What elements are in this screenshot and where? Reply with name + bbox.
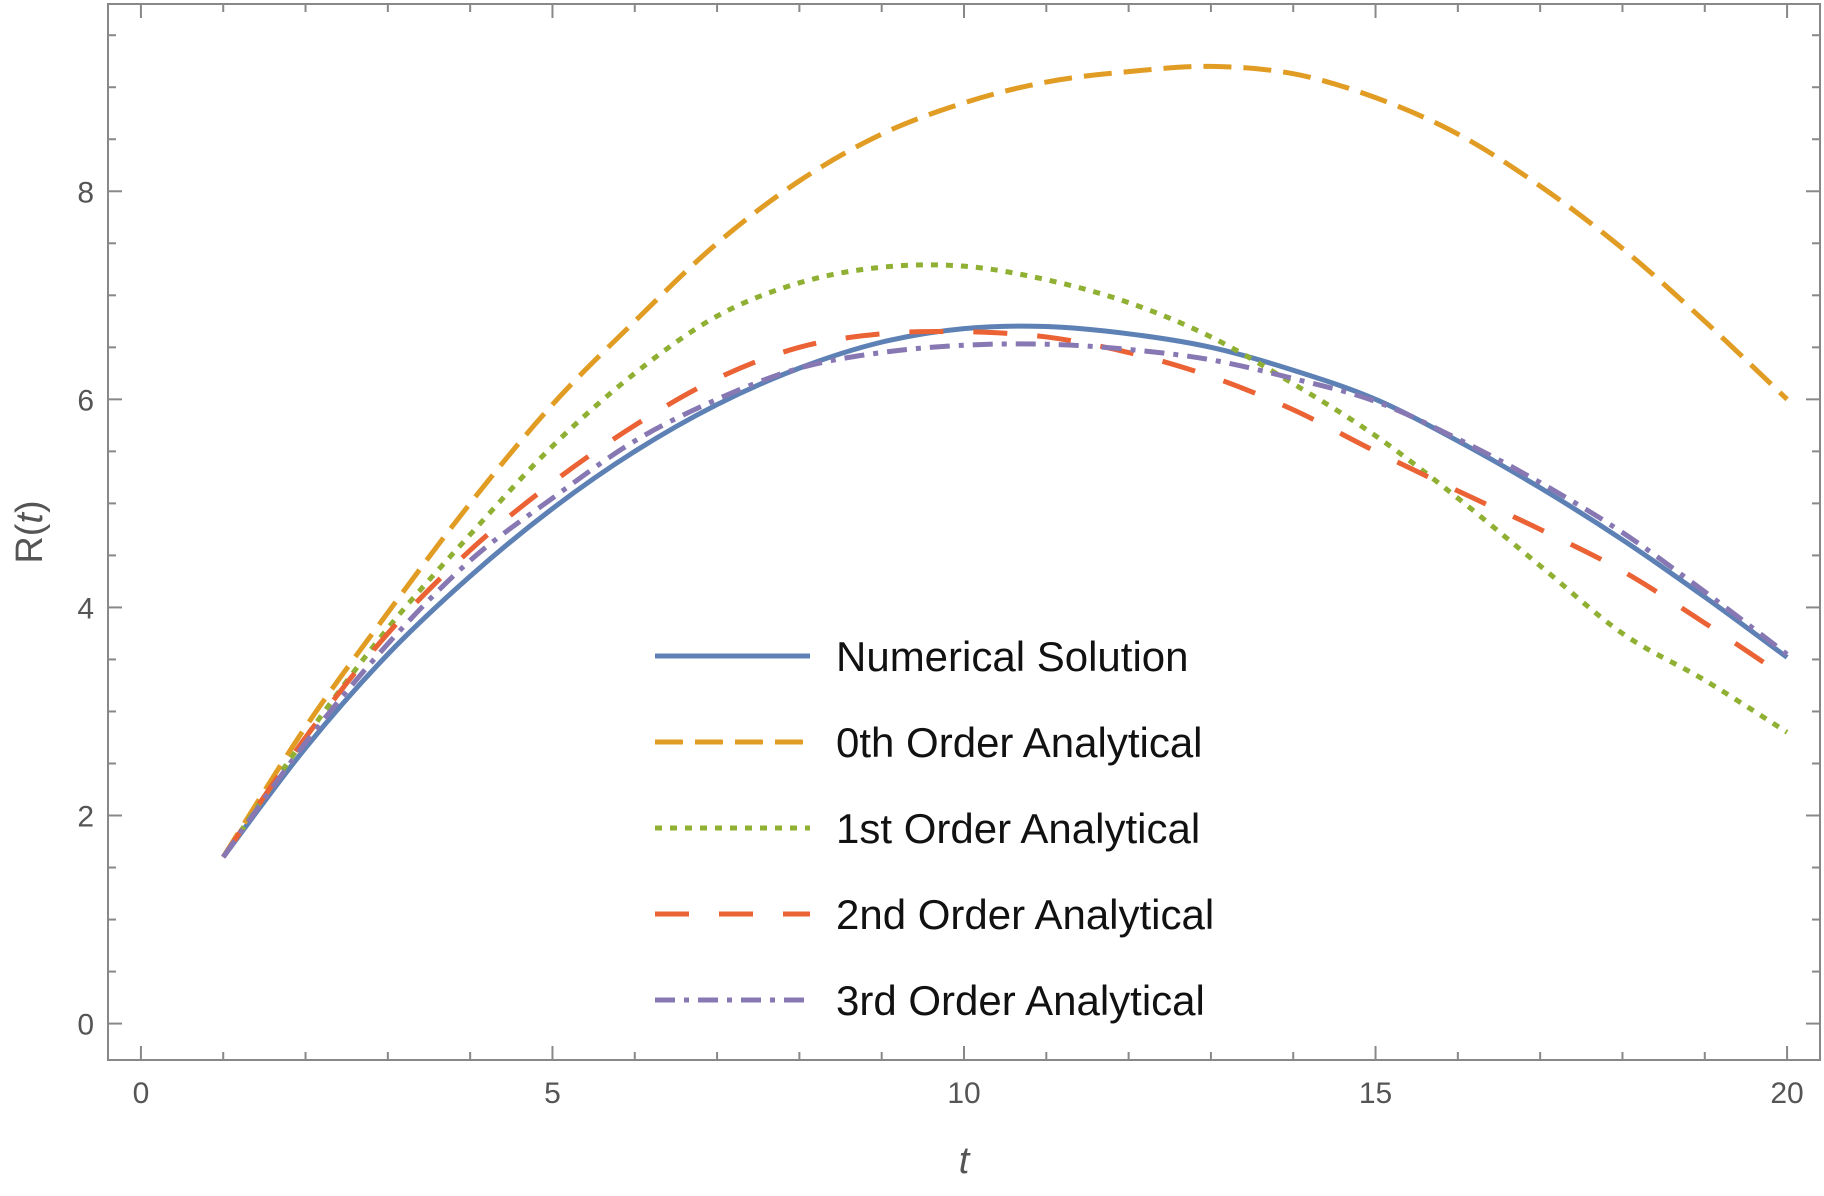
legend: Numerical Solution 0th Order Analytical 1s…: [655, 633, 1214, 1024]
x-tick-label: 5: [544, 1077, 561, 1110]
x-tick-label: 20: [1770, 1077, 1803, 1110]
series-line-3rd-order-analytical: [221, 341, 1789, 859]
legend-label-numerical-solution: Numerical Solution: [836, 633, 1189, 680]
series-line-numerical-solution: [221, 323, 1789, 859]
series-line-2nd-order-analytical: [221, 328, 1789, 859]
x-tick-label: 0: [133, 1077, 150, 1110]
y-tick-label: 2: [77, 801, 94, 834]
series-line-0th-order-analytical: [221, 63, 1789, 859]
y-tick-label: 8: [77, 176, 94, 209]
legend-label-1st-order-analytical: 1st Order Analytical: [836, 805, 1200, 852]
series-group: [221, 63, 1789, 859]
legend-label-2nd-order-analytical: 2nd Order Analytical: [836, 891, 1214, 938]
series-line-1st-order-analytical: [221, 262, 1789, 859]
y-tick-label: 4: [77, 592, 94, 625]
x-tick-label: 10: [947, 1077, 980, 1110]
axis-ticks: 0 5 10 15 20 0 2 4 6 8: [77, 4, 1820, 1110]
legend-label-0th-order-analytical: 0th Order Analytical: [836, 719, 1203, 766]
legend-label-3rd-order-analytical: 3rd Order Analytical: [836, 977, 1205, 1024]
y-tick-label: 6: [77, 384, 94, 417]
x-tick-label: 15: [1359, 1077, 1392, 1110]
y-tick-label: 0: [77, 1009, 94, 1042]
y-axis-label: R(t): [9, 500, 51, 563]
x-axis-label: t: [959, 1140, 971, 1182]
